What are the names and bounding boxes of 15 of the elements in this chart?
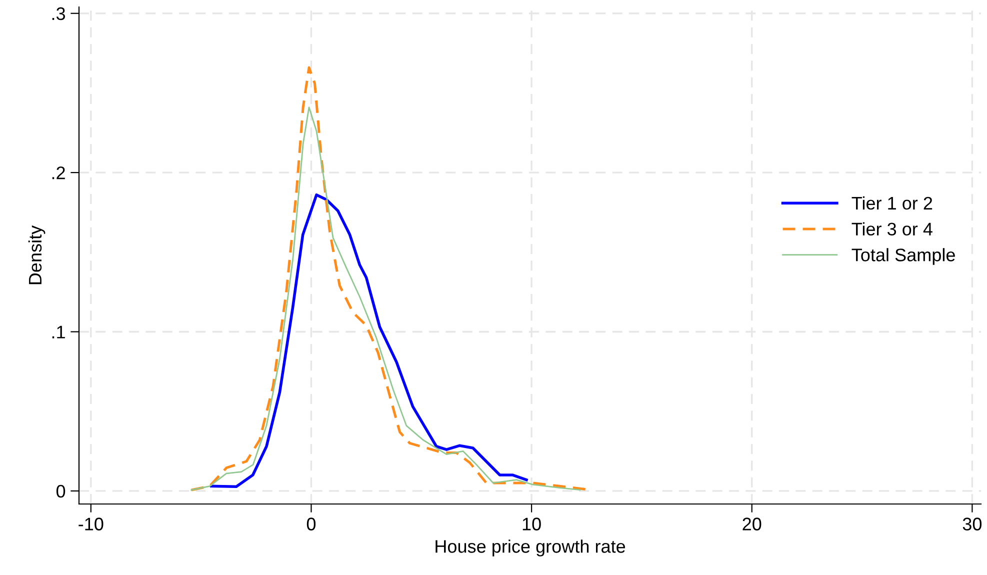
legend-label: Tier 3 or 4	[852, 222, 932, 236]
y-tick-label: 0	[56, 484, 66, 498]
legend-label: Tier 1 or 2	[852, 196, 932, 210]
y-tick-label: .2	[52, 166, 65, 180]
x-tick-label: 0	[306, 518, 316, 530]
y-tick-label: .3	[52, 7, 66, 20]
x-tick-label: 10	[522, 518, 541, 530]
legend-label: Total Sample	[852, 248, 955, 265]
line-series	[210, 193, 528, 488]
x-axis-title: House price growth rate	[436, 540, 626, 556]
x-tick-label: 30	[962, 518, 982, 530]
x-tick-label: -10	[78, 518, 104, 530]
y-axis-title: Density	[28, 225, 46, 284]
y-tick-label: .1	[52, 326, 65, 338]
x-tick-label: 20	[742, 518, 762, 530]
